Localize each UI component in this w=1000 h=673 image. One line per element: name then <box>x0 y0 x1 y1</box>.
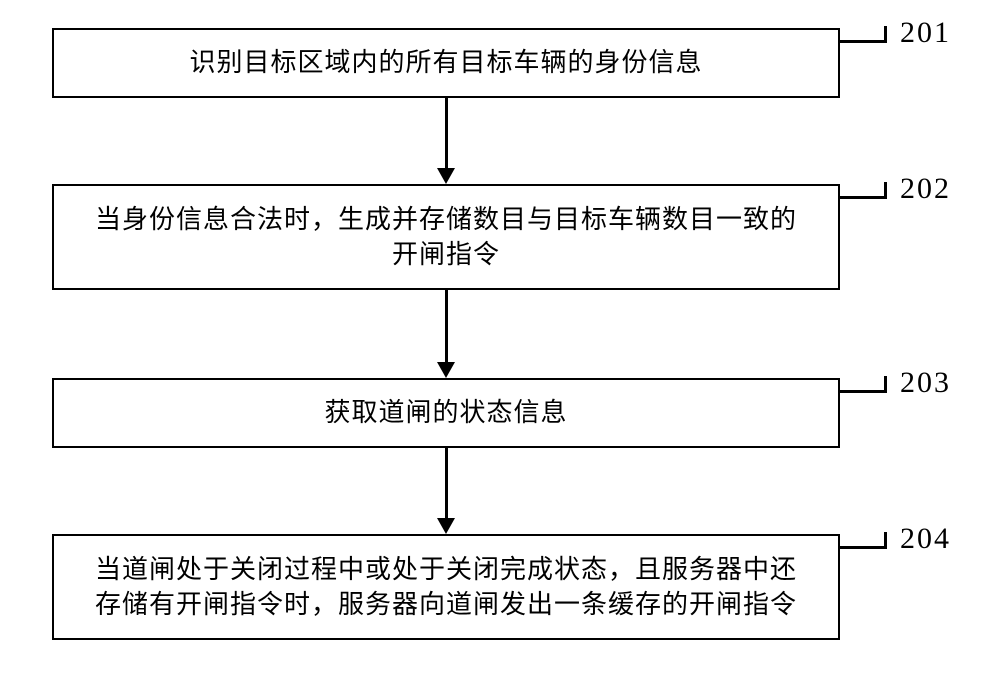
flow-arrow <box>445 290 448 362</box>
callout-line <box>884 182 887 199</box>
flow-node-text: 获取道闸的状态信息 <box>324 395 567 430</box>
step-label-202: 202 <box>900 172 951 206</box>
flow-node-n1: 识别目标区域内的所有目标车辆的身份信息 <box>52 28 840 98</box>
step-label-204: 204 <box>900 522 951 556</box>
flow-node-n2: 当身份信息合法时，生成并存储数目与目标车辆数目一致的 开闸指令 <box>52 184 840 290</box>
flow-arrow <box>445 448 448 518</box>
flow-node-text: 识别目标区域内的所有目标车辆的身份信息 <box>189 45 702 80</box>
step-label-203: 203 <box>900 366 951 400</box>
callout-line <box>840 196 887 199</box>
callout-line <box>840 546 887 549</box>
flow-node-n4: 当道闸处于关闭过程中或处于关闭完成状态，且服务器中还 存储有开闸指令时，服务器向… <box>52 534 840 640</box>
step-label-201: 201 <box>900 16 951 50</box>
flowchart-canvas: 识别目标区域内的所有目标车辆的身份信息 201 当身份信息合法时，生成并存储数目与目… <box>0 0 1000 673</box>
flow-node-text: 当道闸处于关闭过程中或处于关闭完成状态，且服务器中还 存储有开闸指令时，服务器向… <box>95 552 797 622</box>
callout-line <box>840 390 887 393</box>
arrow-head-icon <box>437 518 455 534</box>
callout-line <box>884 26 887 43</box>
arrow-head-icon <box>437 168 455 184</box>
callout-line <box>884 376 887 393</box>
flow-node-text: 当身份信息合法时，生成并存储数目与目标车辆数目一致的 开闸指令 <box>95 202 797 272</box>
callout-line <box>840 40 887 43</box>
flow-arrow <box>445 98 448 168</box>
flow-node-n3: 获取道闸的状态信息 <box>52 378 840 448</box>
arrow-head-icon <box>437 362 455 378</box>
callout-line <box>884 532 887 549</box>
